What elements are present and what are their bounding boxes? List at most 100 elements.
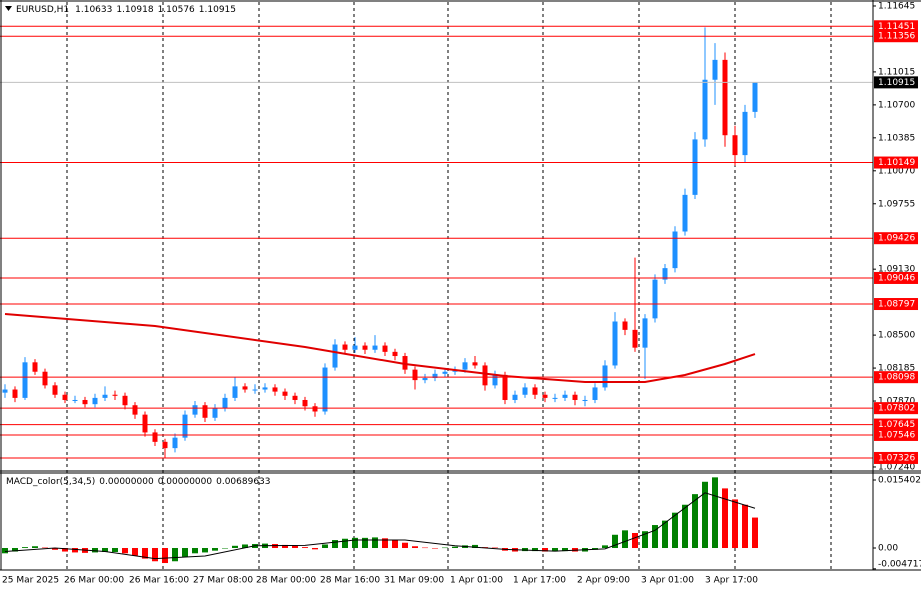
macd-bar	[612, 534, 618, 549]
macd-bar	[132, 548, 138, 556]
macd-bar	[712, 477, 718, 549]
x-tick-label: 1 Apr 01:00	[450, 576, 503, 586]
y-tick-label: 1.10385	[878, 133, 915, 143]
candle-body	[322, 367, 328, 412]
candle-body	[552, 397, 558, 399]
y-tick-label: 1.10070	[878, 166, 915, 176]
candle-body	[242, 386, 248, 390]
candle-body	[602, 365, 608, 388]
x-tick-label: 3 Apr 17:00	[705, 576, 758, 586]
macd-bar	[432, 548, 438, 549]
symbol: EURUSD,H1	[16, 5, 69, 15]
macd-readout: 0.00000000	[158, 477, 213, 487]
macd-bar	[382, 538, 388, 549]
candle-body	[122, 395, 128, 406]
macd-bar	[622, 530, 628, 549]
x-tick-label: 28 Mar 00:00	[256, 576, 316, 586]
macd-bar	[532, 548, 538, 552]
candle-body	[442, 371, 448, 374]
candle-body	[352, 345, 358, 350]
candle-body	[572, 394, 578, 400]
x-tick-label: 25 Mar 2025	[2, 576, 59, 586]
macd-bar	[312, 548, 318, 550]
macd-bar	[52, 548, 58, 550]
macd-bar	[162, 548, 168, 564]
candle-body	[262, 387, 268, 390]
level-label-bg	[874, 156, 918, 169]
candle-body	[52, 385, 58, 395]
candle-body	[72, 399, 78, 401]
level-label-bg	[874, 30, 918, 43]
candle-body	[142, 414, 148, 433]
candle-body	[302, 399, 308, 407]
candle-body	[492, 374, 498, 386]
macd-bar	[22, 547, 28, 549]
macd-bar	[242, 544, 248, 549]
y-tick-label: 1.08500	[878, 331, 915, 341]
macd-bar	[332, 540, 338, 549]
candle-body	[212, 408, 218, 418]
candle-body	[152, 432, 158, 442]
level-label-bg	[874, 298, 918, 311]
candle-body	[232, 386, 238, 398]
macd-bar	[352, 537, 358, 549]
candle-body	[502, 374, 508, 400]
level-label: 1.08098	[878, 373, 915, 383]
level-label: 1.09046	[878, 273, 915, 283]
macd-bar	[652, 525, 658, 549]
macd-bar	[202, 548, 208, 553]
candle-body	[272, 387, 278, 392]
candle-body	[682, 194, 688, 232]
candle-body	[462, 362, 468, 370]
time-grid	[66, 2, 832, 570]
macd-bar	[42, 547, 48, 549]
macd-bar	[282, 544, 288, 549]
candle-body	[202, 405, 208, 418]
candle-body	[2, 389, 8, 393]
x-tick-label: 26 Mar 00:00	[64, 576, 124, 586]
macd-bar	[752, 517, 758, 549]
macd-bar	[72, 548, 78, 553]
macd-bar	[32, 546, 38, 549]
macd-bar	[492, 547, 498, 549]
macd-bar	[292, 545, 298, 549]
candle-body	[172, 437, 178, 449]
moving-average	[4, 312, 756, 383]
candle-body	[222, 397, 228, 409]
candle-body	[622, 321, 628, 330]
macd-signal	[4, 492, 756, 560]
macd-bar	[182, 548, 188, 557]
candle-body	[562, 394, 568, 398]
macd-bar	[302, 547, 308, 549]
x-tick-label: 27 Mar 08:00	[193, 576, 253, 586]
y-tick-label: 1.09130	[878, 265, 915, 275]
macd-bar	[112, 548, 118, 552]
candle-body	[332, 344, 338, 368]
macd-bar	[442, 547, 448, 549]
macd-bar	[142, 548, 148, 559]
candle-body	[342, 344, 348, 350]
candle-body	[752, 82, 758, 112]
level-label: 1.10149	[878, 158, 915, 168]
x-tick-label: 31 Mar 09:00	[384, 576, 444, 586]
candle-body	[102, 394, 108, 398]
macd-bar	[452, 546, 458, 549]
macd-title: MACD_color(5,34,5)	[6, 477, 95, 487]
macd-bar	[372, 537, 378, 549]
macd-bar	[92, 548, 98, 553]
level-label-bg	[874, 418, 918, 431]
candle-body	[282, 391, 288, 396]
low: 1.10576	[158, 5, 195, 15]
candle-body	[12, 389, 18, 398]
level-label: 1.11451	[878, 22, 915, 32]
y-tick-label: 1.11015	[878, 67, 915, 77]
level-label-bg	[874, 271, 918, 284]
candle-body	[692, 139, 698, 195]
candle-body	[392, 351, 398, 357]
macd-bar	[692, 494, 698, 549]
menu-arrow[interactable]	[5, 6, 12, 11]
candle-body	[112, 394, 118, 396]
level-label: 1.08797	[878, 300, 915, 310]
close: 1.10915	[199, 5, 236, 15]
